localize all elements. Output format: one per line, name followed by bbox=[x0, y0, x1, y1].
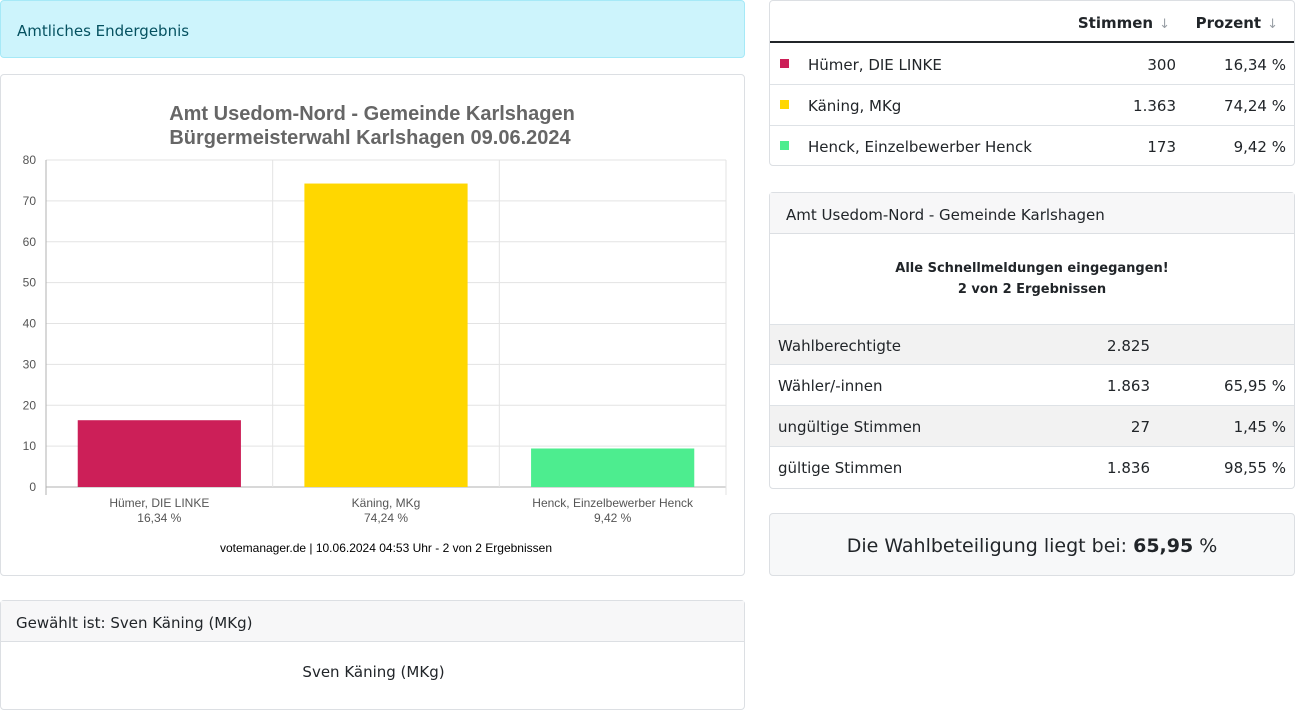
status-line-2: 2 von 2 Ergebnissen bbox=[957, 282, 1107, 297]
y-tick-label: 50 bbox=[23, 276, 37, 290]
stat-percent: 1,45 % bbox=[1233, 418, 1286, 436]
elected-header-text: Gewählt ist: Sven Käning (MKg) bbox=[16, 614, 253, 632]
stat-label: Wähler/-innen bbox=[778, 377, 883, 395]
municipality-header: Amt Usedom-Nord - Gemeinde Karlshagen bbox=[770, 193, 1294, 234]
x-tick-sublabel: 16,34 % bbox=[137, 511, 181, 525]
sort-percent-header[interactable]: Prozent ↓ bbox=[1196, 14, 1278, 32]
candidate-votes: 300 bbox=[1147, 56, 1176, 74]
chart-subtitle: Bürgermeisterwahl Karlshagen 09.06.2024 bbox=[169, 127, 571, 149]
elected-name: Sven Käning (MKg) bbox=[302, 663, 445, 681]
stat-value: 1.863 bbox=[1107, 377, 1150, 395]
candidate-percent: 9,42 % bbox=[1233, 138, 1286, 156]
x-tick-label: Käning, MKg bbox=[352, 496, 421, 510]
y-tick-label: 0 bbox=[29, 480, 36, 494]
candidate-votes: 1.363 bbox=[1133, 97, 1176, 115]
turnout-value: 65,95 bbox=[1133, 535, 1194, 557]
municipality-info-card: Amt Usedom-Nord - Gemeinde Karlshagen Al… bbox=[769, 192, 1295, 489]
sort-arrow-icon: ↓ bbox=[1267, 17, 1278, 32]
candidate-votes: 173 bbox=[1147, 138, 1176, 156]
turnout-text: Die Wahlbeteiligung liegt bei: 65,95 % bbox=[770, 535, 1294, 557]
y-tick-label: 40 bbox=[23, 317, 37, 331]
elected-header: Gewählt ist: Sven Käning (MKg) bbox=[1, 601, 744, 642]
candidate-name: Henck, Einzelbewerber Henck bbox=[808, 138, 1032, 156]
table-row: Käning, MKg 1.363 74,24 % bbox=[770, 85, 1294, 126]
results-table-header: Stimmen ↓ Prozent ↓ bbox=[770, 1, 1294, 43]
bar-0[interactable] bbox=[77, 420, 241, 487]
y-tick-label: 80 bbox=[23, 153, 37, 167]
results-table: Stimmen ↓ Prozent ↓ Hümer, DIE LINKE 300 1… bbox=[769, 0, 1295, 166]
results-bar-chart: Amt Usedom-Nord - Gemeinde Karlshagen Bü… bbox=[23, 103, 727, 555]
result-status-text: Amtliches Endergebnis bbox=[17, 22, 190, 40]
chart-title: Amt Usedom-Nord - Gemeinde Karlshagen bbox=[169, 103, 575, 125]
stat-label: Wahlberechtigte bbox=[778, 337, 901, 355]
stat-percent: 98,55 % bbox=[1224, 459, 1286, 477]
municipality-title: Amt Usedom-Nord - Gemeinde Karlshagen bbox=[786, 206, 1105, 224]
stat-value: 2.825 bbox=[1107, 337, 1150, 355]
party-color-swatch bbox=[780, 141, 789, 150]
stat-row: ungültige Stimmen 27 1,45 % bbox=[770, 406, 1294, 447]
y-tick-label: 30 bbox=[23, 357, 37, 371]
stat-value: 27 bbox=[1130, 418, 1150, 436]
x-tick-label: Henck, Einzelbewerber Henck bbox=[532, 496, 694, 510]
votes-header-label: Stimmen bbox=[1077, 14, 1154, 32]
status-line-1: Alle Schnellmeldungen eingegangen! bbox=[895, 261, 1169, 276]
turnout-card: Die Wahlbeteiligung liegt bei: 65,95 % bbox=[769, 513, 1295, 576]
party-color-swatch bbox=[780, 100, 789, 109]
y-tick-label: 10 bbox=[23, 439, 37, 453]
y-tick-label: 60 bbox=[23, 235, 37, 249]
stat-row: Wahlberechtigte 2.825 bbox=[770, 324, 1294, 365]
y-tick-label: 20 bbox=[23, 398, 37, 412]
chart-card: Amt Usedom-Nord - Gemeinde Karlshagen Bü… bbox=[0, 74, 745, 576]
sort-votes-header[interactable]: Stimmen ↓ bbox=[1078, 14, 1170, 32]
sort-arrow-icon: ↓ bbox=[1159, 17, 1170, 32]
party-color-swatch bbox=[780, 59, 789, 68]
stat-row: gültige Stimmen 1.836 98,55 % bbox=[770, 447, 1294, 488]
table-row: Hümer, DIE LINKE 300 16,34 % bbox=[770, 44, 1294, 85]
bar-2[interactable] bbox=[531, 448, 695, 487]
stat-label: ungültige Stimmen bbox=[778, 418, 922, 436]
x-tick-sublabel: 74,24 % bbox=[364, 511, 408, 525]
candidate-name: Käning, MKg bbox=[808, 97, 902, 115]
percent-header-label: Prozent bbox=[1195, 14, 1262, 32]
stat-value: 1.836 bbox=[1107, 459, 1150, 477]
candidate-percent: 74,24 % bbox=[1224, 97, 1286, 115]
stat-label: gültige Stimmen bbox=[778, 459, 903, 477]
y-tick-label: 70 bbox=[23, 194, 37, 208]
elected-card: Gewählt ist: Sven Käning (MKg) Sven Käni… bbox=[0, 600, 745, 710]
candidate-name: Hümer, DIE LINKE bbox=[808, 56, 942, 74]
turnout-prefix: Die Wahlbeteiligung liegt bei: bbox=[846, 535, 1134, 557]
table-row: Henck, Einzelbewerber Henck 173 9,42 % bbox=[770, 126, 1294, 167]
bar-1[interactable] bbox=[304, 183, 468, 487]
stat-row: Wähler/-innen 1.863 65,95 % bbox=[770, 365, 1294, 406]
chart-footer: votemanager.de | 10.06.2024 04:53 Uhr - … bbox=[220, 541, 552, 555]
turnout-suffix: % bbox=[1193, 535, 1218, 557]
stat-percent: 65,95 % bbox=[1224, 377, 1286, 395]
result-status-alert: Amtliches Endergebnis bbox=[0, 0, 745, 58]
x-tick-sublabel: 9,42 % bbox=[594, 511, 632, 525]
x-tick-label: Hümer, DIE LINKE bbox=[109, 496, 209, 510]
candidate-percent: 16,34 % bbox=[1224, 56, 1286, 74]
